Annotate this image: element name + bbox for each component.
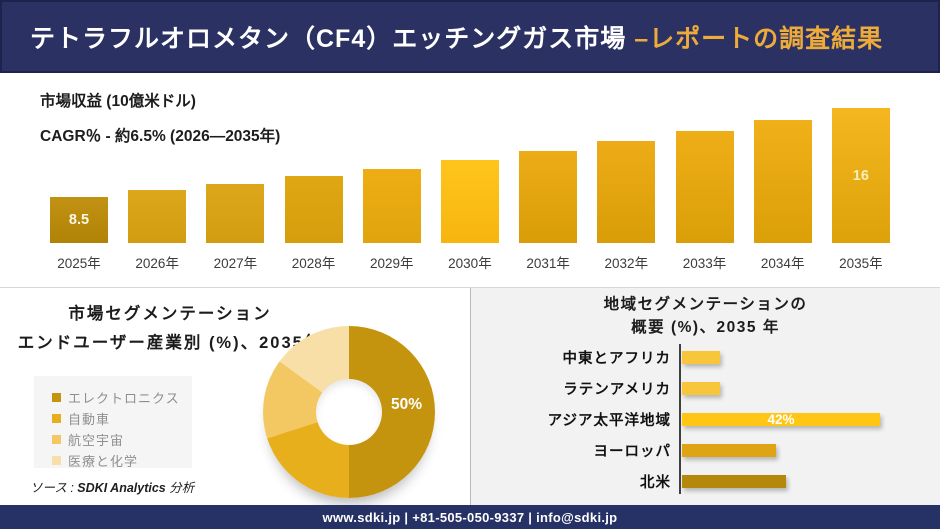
region-title: 地域セグメンテーションの 概要 (%)、2035 年 — [471, 293, 940, 340]
source-prefix: ソース : — [30, 481, 78, 495]
region-bar-label: ラテンアメリカ — [563, 382, 671, 398]
revenue-bar-year: 2029年 — [369, 256, 414, 271]
region-bar — [682, 444, 776, 457]
legend-swatch — [52, 456, 61, 465]
page-title-accent: –レポートの調査結果 — [634, 24, 884, 53]
legend-item: 医療と化学 — [52, 450, 192, 471]
legend-item: 自動車 — [52, 408, 192, 429]
revenue-bar-column: 2032年 — [587, 73, 665, 271]
revenue-section: 市場収益 (10億米ドル) CAGR％ - 約6.5% (2026―2035年)… — [0, 73, 940, 287]
revenue-bar — [362, 169, 421, 243]
region-chart-axis — [679, 344, 681, 494]
footer-contact-text: www.sdki.jp | +81-505-050-9337 | info@sd… — [322, 509, 618, 525]
revenue-bar-year: 2031年 — [526, 256, 570, 271]
region-panel: 地域セグメンテーションの 概要 (%)、2035 年 中東とアフリカ ラテンアメリ… — [470, 288, 940, 505]
revenue-bar — [284, 176, 343, 243]
footer-bar: www.sdki.jp | +81-505-050-9337 | info@sd… — [0, 505, 940, 529]
segmentation-title-line2: エンドユーザー産業別 (%)、2035年 — [17, 333, 323, 352]
region-bar-label: 北米 — [640, 475, 671, 491]
revenue-kpi: 市場収益 (10億米ドル) CAGR％ - 約6.5% (2026―2035年) — [40, 89, 280, 146]
segmentation-title: 市場セグメンテーション エンドユーザー産業別 (%)、2035年 — [0, 300, 340, 358]
revenue-bar-column: 2034年 — [744, 73, 822, 271]
region-bar-chart: 中東とアフリカ ラテンアメリカアジア太平洋地域 42% ヨーロッパ北米 — [471, 342, 940, 497]
revenue-bar — [597, 141, 656, 243]
region-bar — [682, 382, 720, 395]
region-bar-row: 中東とアフリカ — [471, 342, 940, 373]
revenue-bar — [206, 184, 265, 243]
revenue-bar-column: 2031年 — [509, 73, 587, 271]
revenue-bar-year: 2028年 — [291, 256, 336, 271]
revenue-bar-column: 2029年 — [353, 73, 431, 271]
revenue-bar-column: 16 2035年 — [822, 73, 900, 271]
cagr-label: CAGR％ - 約6.5% (2026―2035年) — [40, 128, 281, 145]
source-brand: SDKI Analytics — [77, 481, 166, 495]
revenue-bar-year: 2025年 — [57, 256, 101, 271]
region-bar — [682, 351, 720, 364]
legend-label: 医療と化学 — [68, 454, 139, 469]
revenue-bar-column: 2028年 — [275, 73, 353, 271]
revenue-bar-year: 2034年 — [760, 256, 805, 271]
revenue-bar-chart: 8.5 2025年 2026年 2027年 2028年 2029年 2030年 2031年 20… — [40, 73, 900, 271]
segmentation-title-line1: 市場セグメンテーション — [68, 305, 272, 323]
revenue-bar-column: 2030年 — [431, 73, 509, 271]
revenue-bar-year: 2032年 — [604, 256, 649, 271]
legend-label: 航空宇宙 — [68, 433, 125, 448]
header-bar: テトラフルオロメタン（CF4）エッチングガス市場 –レポートの調査結果 — [0, 0, 940, 73]
region-bar: 42% — [682, 412, 880, 427]
revenue-bar-year: 2027年 — [213, 256, 258, 271]
donut-legend: エレクトロニクス 自動車航空宇宙医療と化学 — [34, 376, 192, 471]
legend-item: 航空宇宙 — [52, 429, 192, 450]
revenue-bar — [519, 151, 578, 243]
region-bar-row: 北米 — [471, 466, 940, 497]
revenue-bar-year: 2033年 — [682, 256, 727, 271]
legend-label: 自動車 — [68, 412, 111, 427]
segmentation-panel: 市場セグメンテーション エンドユーザー産業別 (%)、2035年 エレクトロニク… — [0, 288, 470, 505]
region-title-line2: 概要 (%)、2035 年 — [631, 319, 780, 337]
donut-chart — [263, 326, 435, 498]
source-note: ソース : SDKI Analytics 分析 — [30, 477, 194, 496]
legend-label: エレクトロニクス — [68, 391, 180, 406]
region-title-line1: 地域セグメンテーションの — [603, 296, 808, 313]
legend-swatch — [52, 393, 61, 402]
revenue-bar — [675, 131, 734, 243]
revenue-chart-title: 市場収益 (10億米ドル) — [40, 93, 196, 110]
revenue-bar-column: 2027年 — [196, 73, 274, 271]
revenue-bar — [128, 190, 187, 243]
region-bar-row: ラテンアメリカ — [471, 373, 940, 404]
revenue-bar-value: 8.5 — [68, 212, 90, 228]
region-bar-row: アジア太平洋地域 42% — [471, 404, 940, 435]
region-bar-label: 中東とアフリカ — [562, 351, 671, 367]
revenue-bar-year: 2030年 — [448, 256, 492, 271]
legend-swatch — [52, 435, 61, 444]
revenue-bar-year: 2035年 — [839, 256, 883, 271]
source-suffix: 分析 — [165, 481, 195, 495]
legend-swatch — [52, 414, 61, 423]
revenue-bar: 8.5 — [50, 197, 108, 243]
revenue-bar-year: 2026年 — [135, 256, 179, 271]
region-bar-row: ヨーロッパ — [471, 435, 940, 466]
revenue-bar-column: 2026年 — [118, 73, 196, 271]
revenue-bar-value: 16 — [852, 167, 869, 184]
revenue-bar-column: 2033年 — [666, 73, 744, 271]
donut-value-label: 50% — [391, 396, 423, 413]
region-bar-label: ヨーロッパ — [593, 444, 671, 460]
revenue-bar — [440, 160, 499, 243]
page-title: テトラフルオロメタン（CF4）エッチングガス市場 –レポートの調査結果 — [2, 19, 883, 55]
region-bar — [682, 475, 786, 488]
legend-item: エレクトロニクス — [52, 387, 192, 408]
revenue-bar-column: 8.5 2025年 — [40, 73, 118, 271]
revenue-bar — [753, 120, 812, 243]
region-bar-value: 42% — [767, 412, 795, 427]
page-title-main: テトラフルオロメタン（CF4）エッチングガス市場 — [30, 24, 635, 53]
bottom-section: 市場セグメンテーション エンドユーザー産業別 (%)、2035年 エレクトロニク… — [0, 287, 940, 505]
revenue-bar: 16 — [831, 108, 890, 243]
region-bar-label: アジア太平洋地域 — [547, 413, 671, 429]
